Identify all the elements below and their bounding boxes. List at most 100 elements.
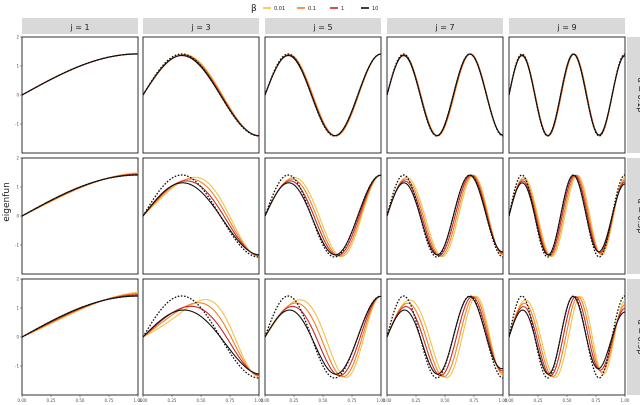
column-strip-1 xyxy=(22,18,138,34)
series-line-beta-0.1 xyxy=(387,296,503,378)
panel-lines xyxy=(22,53,138,96)
series-line-beta-1 xyxy=(265,174,381,257)
column-strip-9 xyxy=(509,18,625,34)
column-label-9: j = 9 xyxy=(556,23,576,32)
x-tick-label: 1.00 xyxy=(499,398,508,403)
x-tick-label: 0.00 xyxy=(261,398,270,403)
panel-frame xyxy=(264,157,382,275)
x-tick-label: 0.75 xyxy=(470,398,479,403)
x-tick-label: 0.50 xyxy=(319,398,328,403)
panel-r1-j3 xyxy=(142,157,260,275)
reference-curve xyxy=(143,174,259,258)
reference-curve xyxy=(22,174,138,217)
x-tick-label: 1.00 xyxy=(621,398,630,403)
reference-curve xyxy=(387,295,503,379)
panel-r2-j9: 0.00 0.25 0.50 0.75 1.00 xyxy=(505,278,630,403)
panel-r0-j1: -1 0 1 2 xyxy=(15,35,139,154)
panel-frame xyxy=(21,278,139,396)
series-line-beta-1 xyxy=(143,305,259,376)
panel-frame xyxy=(264,36,382,154)
column-label-1: j = 1 xyxy=(69,23,89,32)
x-tick-label: 0.00 xyxy=(383,398,392,403)
series-line-beta-0.01 xyxy=(143,299,259,378)
legend-label-0.01: 0.01 xyxy=(274,6,285,12)
x-tick-label: 0.50 xyxy=(76,398,85,403)
panel-r0-j3 xyxy=(142,36,260,154)
panel-r0-j9 xyxy=(508,36,626,154)
column-strip-3 xyxy=(143,18,259,34)
panel-r1-j5 xyxy=(264,157,382,275)
legend-label-10: 10 xyxy=(372,6,378,12)
reference-curve xyxy=(265,174,381,258)
panel-lines xyxy=(509,174,625,258)
reference-curve xyxy=(22,53,138,96)
panel-r1-j9 xyxy=(508,157,626,275)
x-tick-label: 0.50 xyxy=(563,398,572,403)
y-tick-label: 0 xyxy=(16,214,19,219)
row-strip-0 xyxy=(627,37,640,153)
panel-r2-j3: 0.00 0.25 0.50 0.75 1.00 xyxy=(139,278,264,403)
panel-lines xyxy=(387,53,503,137)
y-tick-label: -1 xyxy=(15,243,19,248)
row-label-2: α = 0.9β xyxy=(636,320,640,355)
panel-lines xyxy=(265,53,381,137)
series-line-beta-10 xyxy=(387,174,503,256)
reference-curve xyxy=(509,295,625,379)
legend-label-1: 1 xyxy=(341,6,344,12)
panel-frame xyxy=(142,278,260,396)
y-tick-label: 1 xyxy=(16,306,19,311)
y-tick-label: 2 xyxy=(16,35,19,40)
y-tick-label: 1 xyxy=(16,64,19,69)
panel-lines xyxy=(265,295,381,379)
x-tick-label: 0.75 xyxy=(226,398,235,403)
panel-r0-j5 xyxy=(264,36,382,154)
row-strip-2 xyxy=(627,279,640,395)
series-line-beta-10 xyxy=(143,309,259,375)
reference-curve xyxy=(387,53,503,137)
panel-r1-j1: -1 0 1 2 xyxy=(15,156,139,275)
x-tick-label: 0.50 xyxy=(441,398,450,403)
x-tick-label: 1.00 xyxy=(134,398,143,403)
y-tick-label: 2 xyxy=(16,277,19,282)
x-tick-label: 0.00 xyxy=(505,398,514,403)
reference-curve xyxy=(509,53,625,137)
column-label-5: j = 5 xyxy=(312,23,332,32)
panel-lines xyxy=(143,53,259,137)
panel-lines xyxy=(509,53,625,137)
panel-frame xyxy=(508,36,626,154)
reference-curve xyxy=(22,295,138,338)
y-tick-label: 0 xyxy=(16,93,19,98)
x-tick-label: 0.25 xyxy=(168,398,177,403)
panel-lines xyxy=(387,295,503,379)
row-label-1: α = 0.5β xyxy=(636,199,640,234)
x-tick-label: 0.25 xyxy=(47,398,56,403)
panel-lines xyxy=(387,174,503,258)
panel-frame xyxy=(508,278,626,396)
series-line-beta-10 xyxy=(387,295,503,375)
x-tick-label: 1.00 xyxy=(377,398,386,403)
x-tick-label: 0.25 xyxy=(534,398,543,403)
reference-curve xyxy=(143,295,259,379)
panel-lines xyxy=(143,174,259,258)
panel-r2-j7: 0.00 0.25 0.50 0.75 1.00 xyxy=(383,278,508,403)
reference-curve xyxy=(265,53,381,137)
reference-curve xyxy=(143,53,259,137)
column-strip-5 xyxy=(265,18,381,34)
series-line-beta-0.01 xyxy=(509,296,625,379)
reference-curve xyxy=(265,295,381,379)
column-label-7: j = 7 xyxy=(434,23,454,32)
legend-label-0.1: 0.1 xyxy=(308,6,316,12)
panel-lines xyxy=(22,291,138,338)
series-line-beta-0.1 xyxy=(143,302,259,377)
series-line-beta-10 xyxy=(143,182,259,256)
panel-grid: j = 1 j = 3 j = 5 j = 7 j = 9 α = 0.1β α = 0.5… xyxy=(15,18,640,403)
series-line-beta-1 xyxy=(387,174,503,257)
panel-r2-j5: 0.00 0.25 0.50 0.75 1.00 xyxy=(261,278,386,403)
panel-frame xyxy=(142,36,260,154)
x-tick-label: 0.00 xyxy=(18,398,27,403)
column-label-3: j = 3 xyxy=(190,23,210,32)
series-line-beta-1 xyxy=(265,295,381,377)
x-tick-label: 1.00 xyxy=(255,398,264,403)
y-axis-label: eigenfun xyxy=(2,182,12,222)
